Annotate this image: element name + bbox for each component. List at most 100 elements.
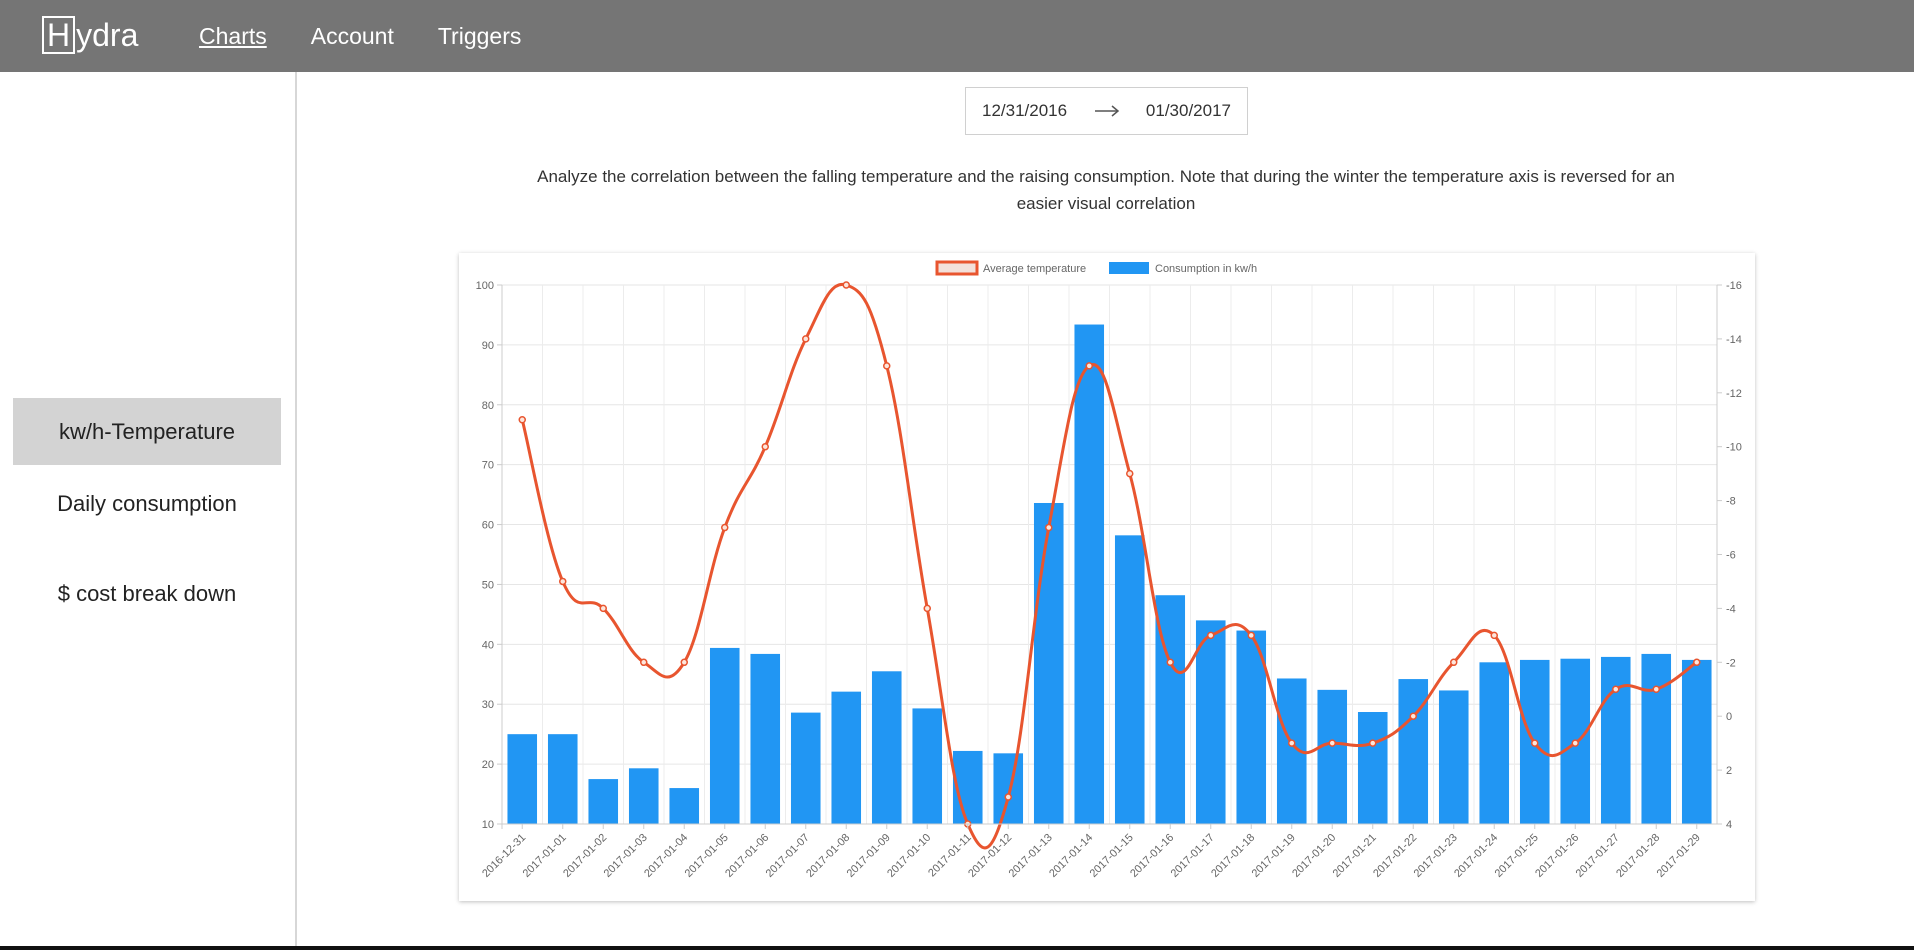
y-right-tick-label: -10 bbox=[1726, 442, 1742, 454]
temperature-point bbox=[1208, 632, 1214, 638]
y-left-tick-label: 10 bbox=[482, 819, 494, 831]
y-left-tick-label: 30 bbox=[482, 699, 494, 711]
temperature-point bbox=[924, 605, 930, 611]
consumption-bar bbox=[669, 788, 699, 824]
y-left-tick-label: 100 bbox=[476, 280, 494, 292]
main-nav: Charts Account Triggers bbox=[199, 0, 565, 72]
temperature-point bbox=[1653, 686, 1659, 692]
logo-text: ydra bbox=[76, 15, 138, 55]
chart-axes: 102030405060708090100420-2-4-6-8-10-12-1… bbox=[476, 280, 1742, 880]
y-right-tick-label: -12 bbox=[1726, 388, 1742, 400]
consumption-bar bbox=[750, 654, 780, 824]
consumption-bar bbox=[1682, 660, 1712, 824]
temperature-point bbox=[722, 525, 728, 531]
temperature-point bbox=[1046, 525, 1052, 531]
chart-legend[interactable]: Average temperature Consumption in kw/h bbox=[937, 262, 1257, 275]
temperature-point bbox=[1410, 713, 1416, 719]
y-right-tick-label: -4 bbox=[1726, 603, 1736, 615]
temperature-point bbox=[762, 444, 768, 450]
y-left-tick-label: 20 bbox=[482, 759, 494, 771]
consumption-bar bbox=[912, 708, 942, 824]
consumption-bar bbox=[1439, 690, 1469, 824]
temperature-point bbox=[1572, 740, 1578, 746]
temperature-point bbox=[843, 282, 849, 288]
date-range-picker[interactable]: 12/31/2016 01/30/2017 bbox=[965, 87, 1248, 135]
y-right-tick-label: 2 bbox=[1726, 765, 1732, 777]
consumption-bar bbox=[1641, 654, 1671, 824]
consumption-bar bbox=[831, 692, 861, 824]
temperature-point bbox=[1329, 740, 1335, 746]
temperature-point bbox=[1005, 794, 1011, 800]
y-right-tick-label: 4 bbox=[1726, 819, 1732, 831]
consumption-bar bbox=[588, 779, 618, 824]
y-right-tick-label: -8 bbox=[1726, 496, 1736, 508]
temperature-point bbox=[1167, 659, 1173, 665]
x-tick-label: 2017-01-29 bbox=[1655, 832, 1703, 880]
consumption-bar bbox=[993, 753, 1023, 824]
consumption-bar bbox=[1074, 325, 1104, 824]
y-right-tick-label: -14 bbox=[1726, 334, 1742, 346]
consumption-bar bbox=[548, 734, 578, 824]
temperature-point bbox=[681, 659, 687, 665]
nav-account[interactable]: Account bbox=[311, 23, 394, 50]
temperature-point bbox=[803, 336, 809, 342]
temperature-point bbox=[1289, 740, 1295, 746]
temperature-point bbox=[1532, 740, 1538, 746]
sidebar-item-kwh-temperature[interactable]: kw/h-Temperature bbox=[13, 398, 281, 465]
y-left-tick-label: 90 bbox=[482, 340, 494, 352]
temperature-point bbox=[600, 605, 606, 611]
chart-description: Analyze the correlation between the fall… bbox=[520, 163, 1692, 217]
y-left-tick-label: 40 bbox=[482, 639, 494, 651]
consumption-bar bbox=[1601, 657, 1631, 824]
temperature-point bbox=[519, 417, 525, 423]
nav-charts[interactable]: Charts bbox=[199, 23, 267, 50]
temperature-point bbox=[1127, 471, 1133, 477]
start-date[interactable]: 12/31/2016 bbox=[982, 101, 1067, 121]
temperature-point bbox=[1491, 632, 1497, 638]
bottom-border bbox=[0, 946, 1914, 950]
temperature-point bbox=[1086, 363, 1092, 369]
kwh-temperature-chart: 102030405060708090100420-2-4-6-8-10-12-1… bbox=[459, 253, 1755, 901]
y-right-tick-label: 0 bbox=[1726, 711, 1732, 723]
end-date[interactable]: 01/30/2017 bbox=[1146, 101, 1231, 121]
temperature-point bbox=[884, 363, 890, 369]
consumption-bar bbox=[1115, 535, 1145, 824]
consumption-bar bbox=[1358, 712, 1388, 824]
consumption-bar bbox=[507, 734, 537, 824]
legend-label-consumption: Consumption in kw/h bbox=[1155, 263, 1257, 275]
consumption-bar bbox=[1196, 620, 1226, 824]
temperature-point bbox=[1694, 659, 1700, 665]
nav-triggers[interactable]: Triggers bbox=[438, 23, 522, 50]
y-left-tick-label: 80 bbox=[482, 400, 494, 412]
legend-swatch-consumption bbox=[1109, 262, 1149, 274]
chart-container: 10 20 30 40 50 60 70 80 90 100 4 2 0 -2 -4 -6 -8 -10 -12 -1… bbox=[459, 253, 1755, 901]
temperature-point bbox=[1613, 686, 1619, 692]
consumption-bar bbox=[1034, 503, 1064, 824]
consumption-bar bbox=[710, 648, 740, 824]
consumption-bar bbox=[1479, 662, 1509, 824]
temperature-point bbox=[1370, 740, 1376, 746]
temperature-point bbox=[1248, 632, 1254, 638]
legend-swatch-temperature bbox=[937, 262, 977, 274]
y-left-tick-label: 70 bbox=[482, 460, 494, 472]
temperature-point bbox=[641, 659, 647, 665]
consumption-bar bbox=[1317, 690, 1347, 824]
legend-label-temperature: Average temperature bbox=[983, 263, 1086, 275]
consumption-bar bbox=[872, 671, 902, 824]
sidebar-item-daily-consumption[interactable]: Daily consumption bbox=[13, 470, 281, 537]
temperature-point bbox=[1451, 659, 1457, 665]
x-tick-label: 2017-01-10 bbox=[885, 832, 933, 880]
consumption-bar bbox=[1398, 679, 1428, 824]
consumption-bar bbox=[791, 713, 821, 824]
y-left-tick-label: 50 bbox=[482, 579, 494, 591]
y-right-tick-label: -16 bbox=[1726, 280, 1742, 292]
y-right-tick-label: -2 bbox=[1726, 657, 1736, 669]
logo-initial: H bbox=[42, 16, 75, 54]
arrow-right-icon bbox=[1094, 104, 1120, 118]
temperature-point bbox=[560, 578, 566, 584]
sidebar: kw/h-Temperature Daily consumption $ cos… bbox=[0, 72, 297, 948]
sidebar-item-cost-breakdown[interactable]: $ cost break down bbox=[13, 560, 281, 627]
y-left-tick-label: 60 bbox=[482, 520, 494, 532]
